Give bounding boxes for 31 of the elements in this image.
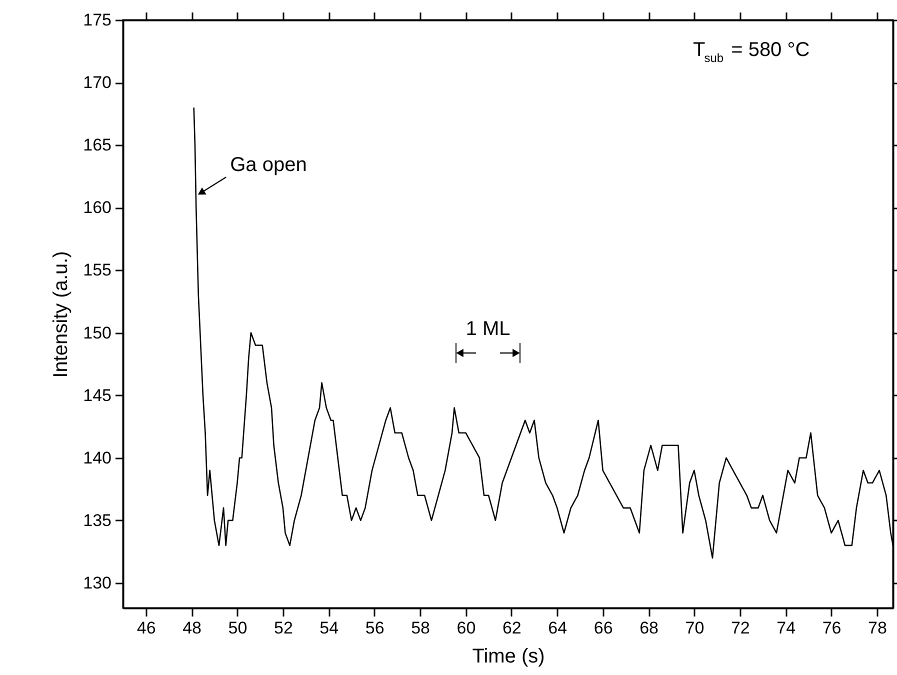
x-tick-label: 58 [411,618,430,638]
y-tick-label: 130 [83,573,112,592]
annotation: 1 ML [466,318,510,340]
y-tick-label: 165 [83,136,112,155]
y-tick-label: 175 [83,10,112,30]
y-tick-label: 160 [83,198,112,218]
y-tick-label: 135 [83,510,112,530]
y-tick-label: 145 [83,386,112,405]
x-axis-title: Time (s) [472,646,545,668]
x-tick-label: 60 [456,618,476,638]
x-tick-label: 62 [502,618,522,638]
x-tick-label: 68 [640,618,658,638]
x-tick-label: 72 [730,618,750,638]
x-tick-label: 56 [365,618,384,638]
x-tick-label: 52 [274,618,293,638]
x-tick-label: 54 [320,618,339,638]
y-tick-label: 150 [83,323,112,342]
x-tick-label: 50 [228,618,248,638]
x-tick-label: 48 [182,618,202,638]
x-tick-label: 78 [868,618,887,638]
x-tick-label: 66 [594,618,613,638]
x-tick-label: 64 [548,618,568,638]
x-tick-label: 74 [776,618,796,638]
y-tick-label: 155 [83,260,112,280]
x-tick-label: 70 [685,618,704,638]
y-tick-label: 170 [83,73,112,92]
annotation: Ga open [230,154,307,176]
x-tick-label: 46 [136,618,156,638]
x-tick-label: 76 [822,618,842,638]
y-tick-label: 140 [83,448,112,468]
y-axis-title: Intensity (a.u.) [50,251,72,378]
